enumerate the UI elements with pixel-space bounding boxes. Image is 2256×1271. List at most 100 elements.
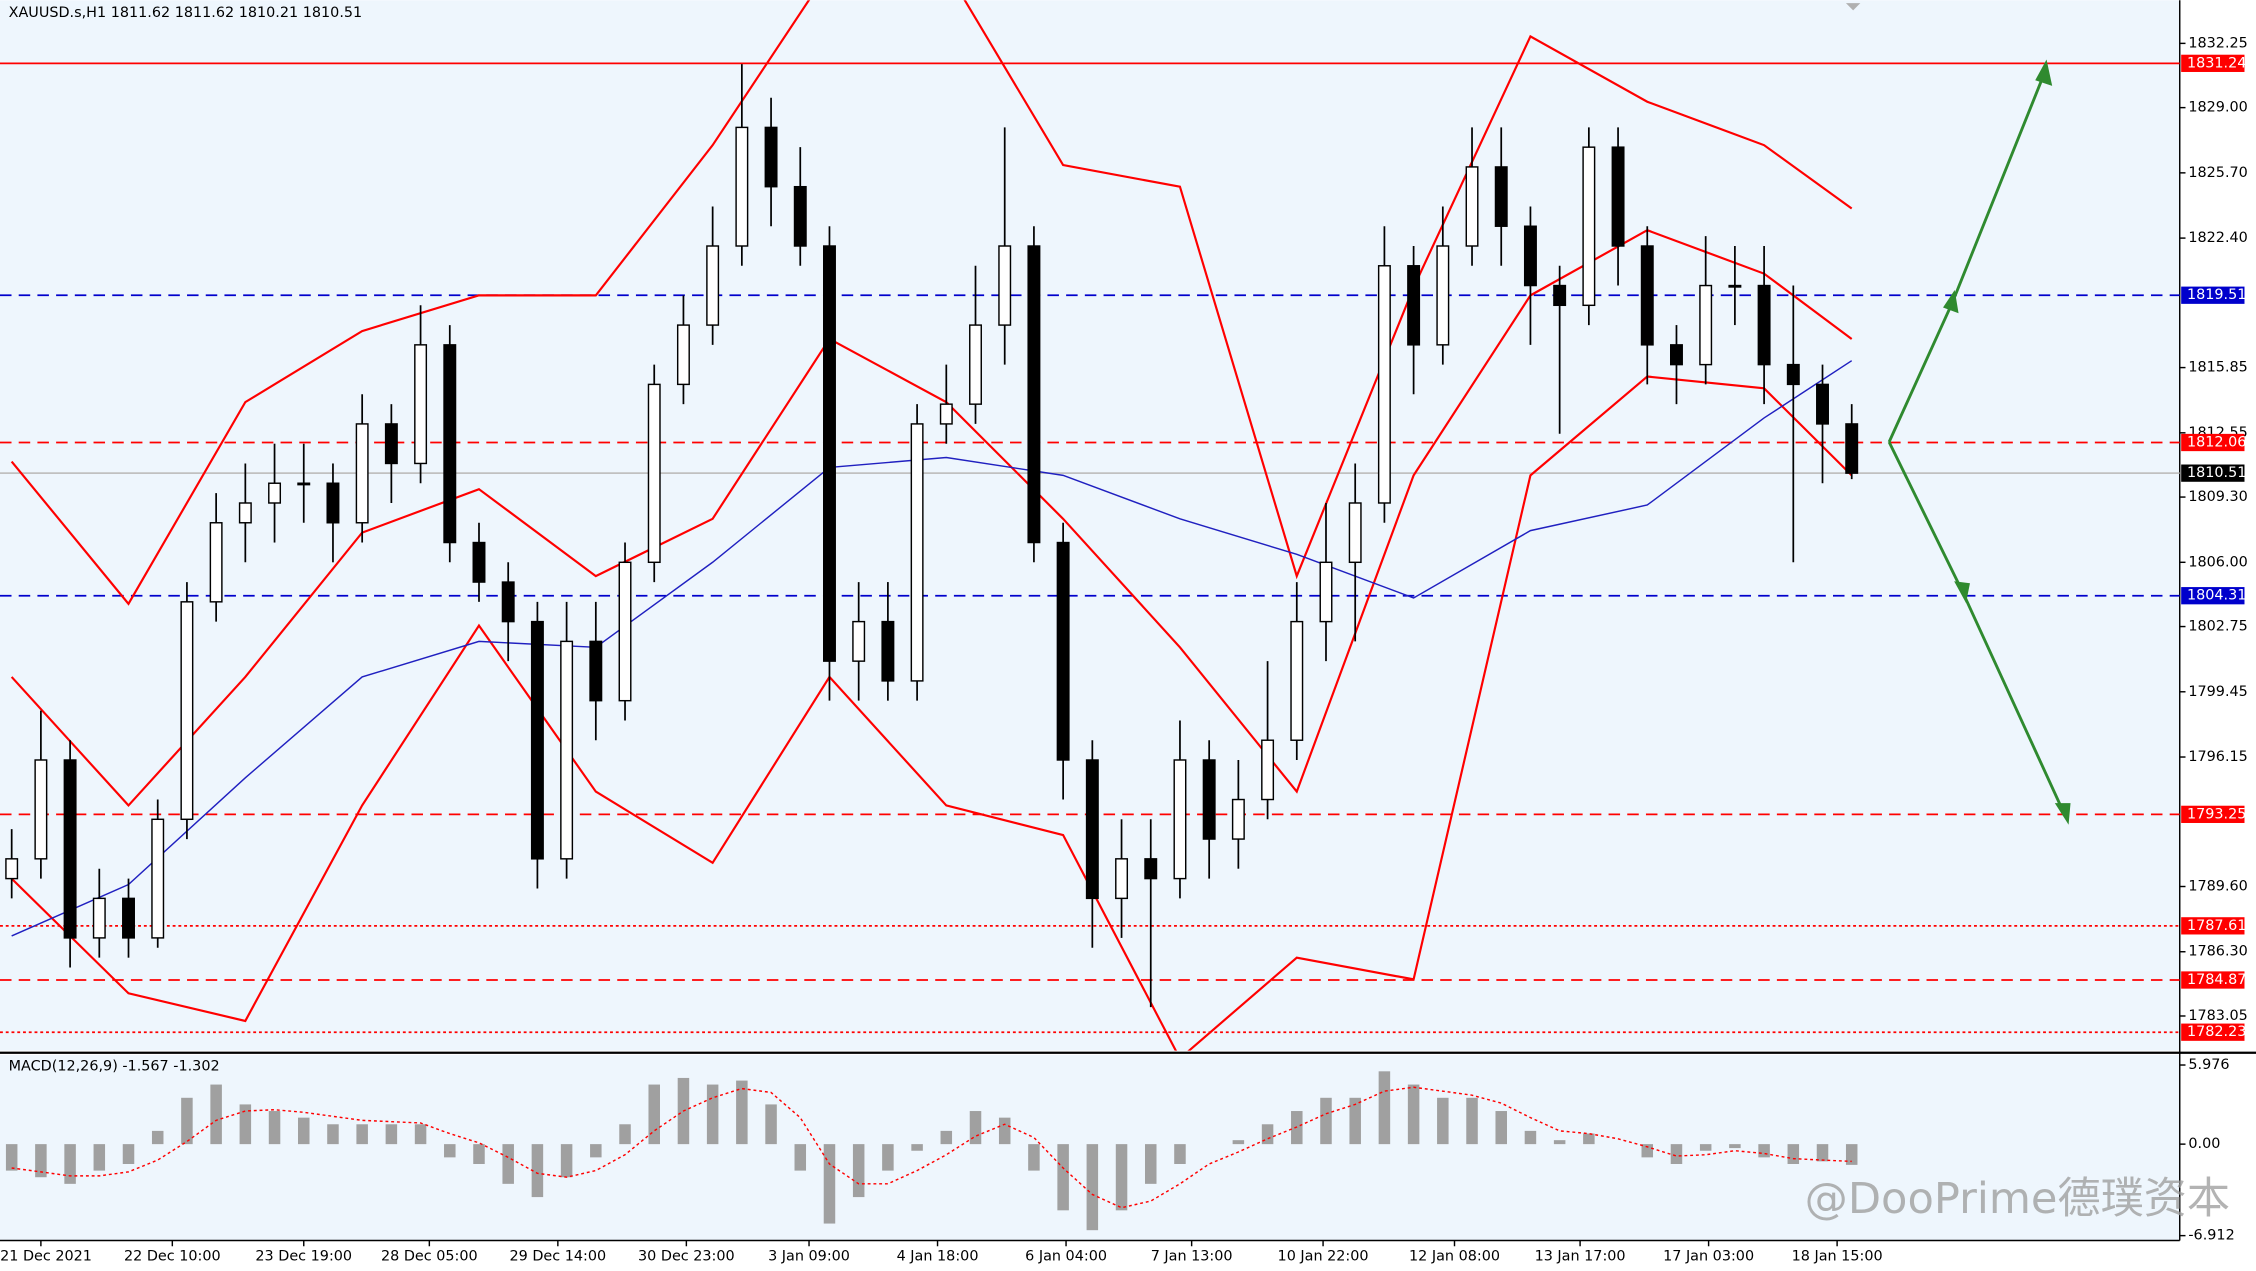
- candle-body: [793, 185, 807, 247]
- candle-body: [706, 245, 720, 326]
- macd-bar: [1670, 1144, 1683, 1164]
- macd-bar: [5, 1144, 18, 1171]
- candle-body: [34, 759, 48, 860]
- candle-body: [1377, 265, 1391, 504]
- macd-bar: [852, 1144, 865, 1198]
- macd-signal: [11, 1086, 1852, 1209]
- y-tick-label: 1789.60: [2188, 879, 2247, 895]
- macd-bar: [1495, 1111, 1507, 1145]
- candle-body: [122, 897, 135, 939]
- macd-bar: [1174, 1144, 1186, 1164]
- x-tick-label: 4 Jan 18:00: [897, 1248, 979, 1264]
- macd-bar: [1524, 1130, 1537, 1145]
- shift-marker: [1845, 3, 1861, 11]
- candle-body: [326, 482, 340, 524]
- watermark: @DooPrime德璞资本: [1805, 1174, 2230, 1224]
- candle-body: [1670, 344, 1683, 366]
- arrow-head: [1943, 289, 1959, 314]
- candle-body: [443, 344, 457, 544]
- candle-body: [1816, 383, 1829, 425]
- candle-body: [1261, 739, 1275, 801]
- macd-bar: [122, 1144, 135, 1164]
- y-tick-label: 1829.00: [2188, 100, 2247, 116]
- macd-bar: [619, 1124, 631, 1145]
- candle-body: [384, 423, 398, 465]
- candle-body: [998, 245, 1012, 326]
- macd-bar: [297, 1117, 310, 1145]
- level-label-bg: [2181, 917, 2245, 935]
- x-tick-label: 18 Jan 15:00: [1792, 1248, 1883, 1264]
- candle-body: [1786, 363, 1800, 386]
- macd-bar: [882, 1144, 894, 1171]
- level-label: 1819.51: [2187, 287, 2246, 303]
- candle-body: [530, 620, 544, 860]
- axes: 1832.25 1829.00 1825.70 1822.40 1815.85 1812.…: [0, 35, 2248, 1264]
- macd-bar: [35, 1144, 47, 1178]
- y-tick-label: 1783.05: [2188, 1008, 2247, 1024]
- macd-bar: [385, 1124, 398, 1145]
- arrow-head: [1954, 581, 1970, 603]
- macd-bar: [1378, 1071, 1391, 1145]
- candle-body: [1407, 265, 1421, 346]
- macd-bar: [765, 1104, 777, 1145]
- macd-bar: [1232, 1140, 1245, 1145]
- macd-bar: [531, 1144, 544, 1198]
- arrow-head: [2035, 59, 2053, 86]
- candle-body: [618, 561, 632, 702]
- level-label-bg: [2181, 587, 2245, 605]
- y-tick-label: 1822.40: [2188, 230, 2247, 246]
- macd-bar: [414, 1124, 427, 1145]
- candle-body: [1173, 759, 1187, 880]
- forecast-arrows: [1887, 59, 2071, 825]
- macd-bar: [181, 1097, 193, 1145]
- level-label: 1787.61: [2187, 918, 2246, 934]
- candle-body: [823, 245, 836, 662]
- x-tick-label: 22 Dec 10:00: [124, 1248, 221, 1264]
- macd-bar: [940, 1130, 953, 1145]
- candle-body: [63, 759, 77, 939]
- x-tick-label: 6 Jan 04:00: [1025, 1248, 1107, 1264]
- level-label-bg: [2181, 464, 2245, 482]
- macd-bar: [1787, 1144, 1800, 1164]
- candle-body: [1845, 423, 1859, 474]
- candle-body: [5, 858, 19, 880]
- level-label: 1810.51: [2187, 465, 2246, 481]
- macd-bar: [1437, 1097, 1449, 1145]
- macd-bar: [473, 1144, 485, 1164]
- candle-body: [589, 640, 603, 702]
- macd-bar: [1086, 1144, 1099, 1231]
- macd-bar: [911, 1144, 923, 1151]
- level-label: 1804.31: [2187, 588, 2246, 604]
- candle-body: [676, 324, 690, 386]
- candle-body: [1494, 166, 1508, 227]
- candle-body: [180, 601, 194, 821]
- x-tick-label: 7 Jan 13:00: [1151, 1248, 1233, 1264]
- macd-bar: [268, 1111, 281, 1145]
- candle-body: [355, 423, 369, 524]
- macd-bar: [502, 1144, 514, 1184]
- y-tick-label: 1825.70: [2188, 165, 2247, 181]
- y-tick-label: 1796.15: [2188, 749, 2247, 765]
- macd-bar: [1115, 1144, 1128, 1211]
- y-tick-label: 1786.30: [2188, 944, 2247, 960]
- macd-bar: [327, 1124, 339, 1145]
- candle-body: [472, 541, 486, 583]
- macd-bar: [998, 1117, 1011, 1145]
- macd-bar: [590, 1144, 602, 1158]
- candle-body: [969, 324, 982, 405]
- macd-bar: [93, 1144, 106, 1171]
- y-tick-label: 1802.75: [2188, 619, 2247, 635]
- candle-body: [1319, 561, 1333, 623]
- macd-bar: [1845, 1144, 1858, 1165]
- macd-bar: [1144, 1144, 1157, 1184]
- indicator-line: [11, 360, 1853, 937]
- candle-body: [1115, 858, 1129, 900]
- candle-body: [1699, 284, 1713, 366]
- macd-bar: [794, 1144, 807, 1171]
- macd-bar: [969, 1111, 982, 1145]
- x-tick-label: 23 Dec 19:00: [255, 1248, 352, 1264]
- macd-bar: [1261, 1124, 1274, 1145]
- x-tick-label: 30 Dec 23:00: [638, 1248, 735, 1264]
